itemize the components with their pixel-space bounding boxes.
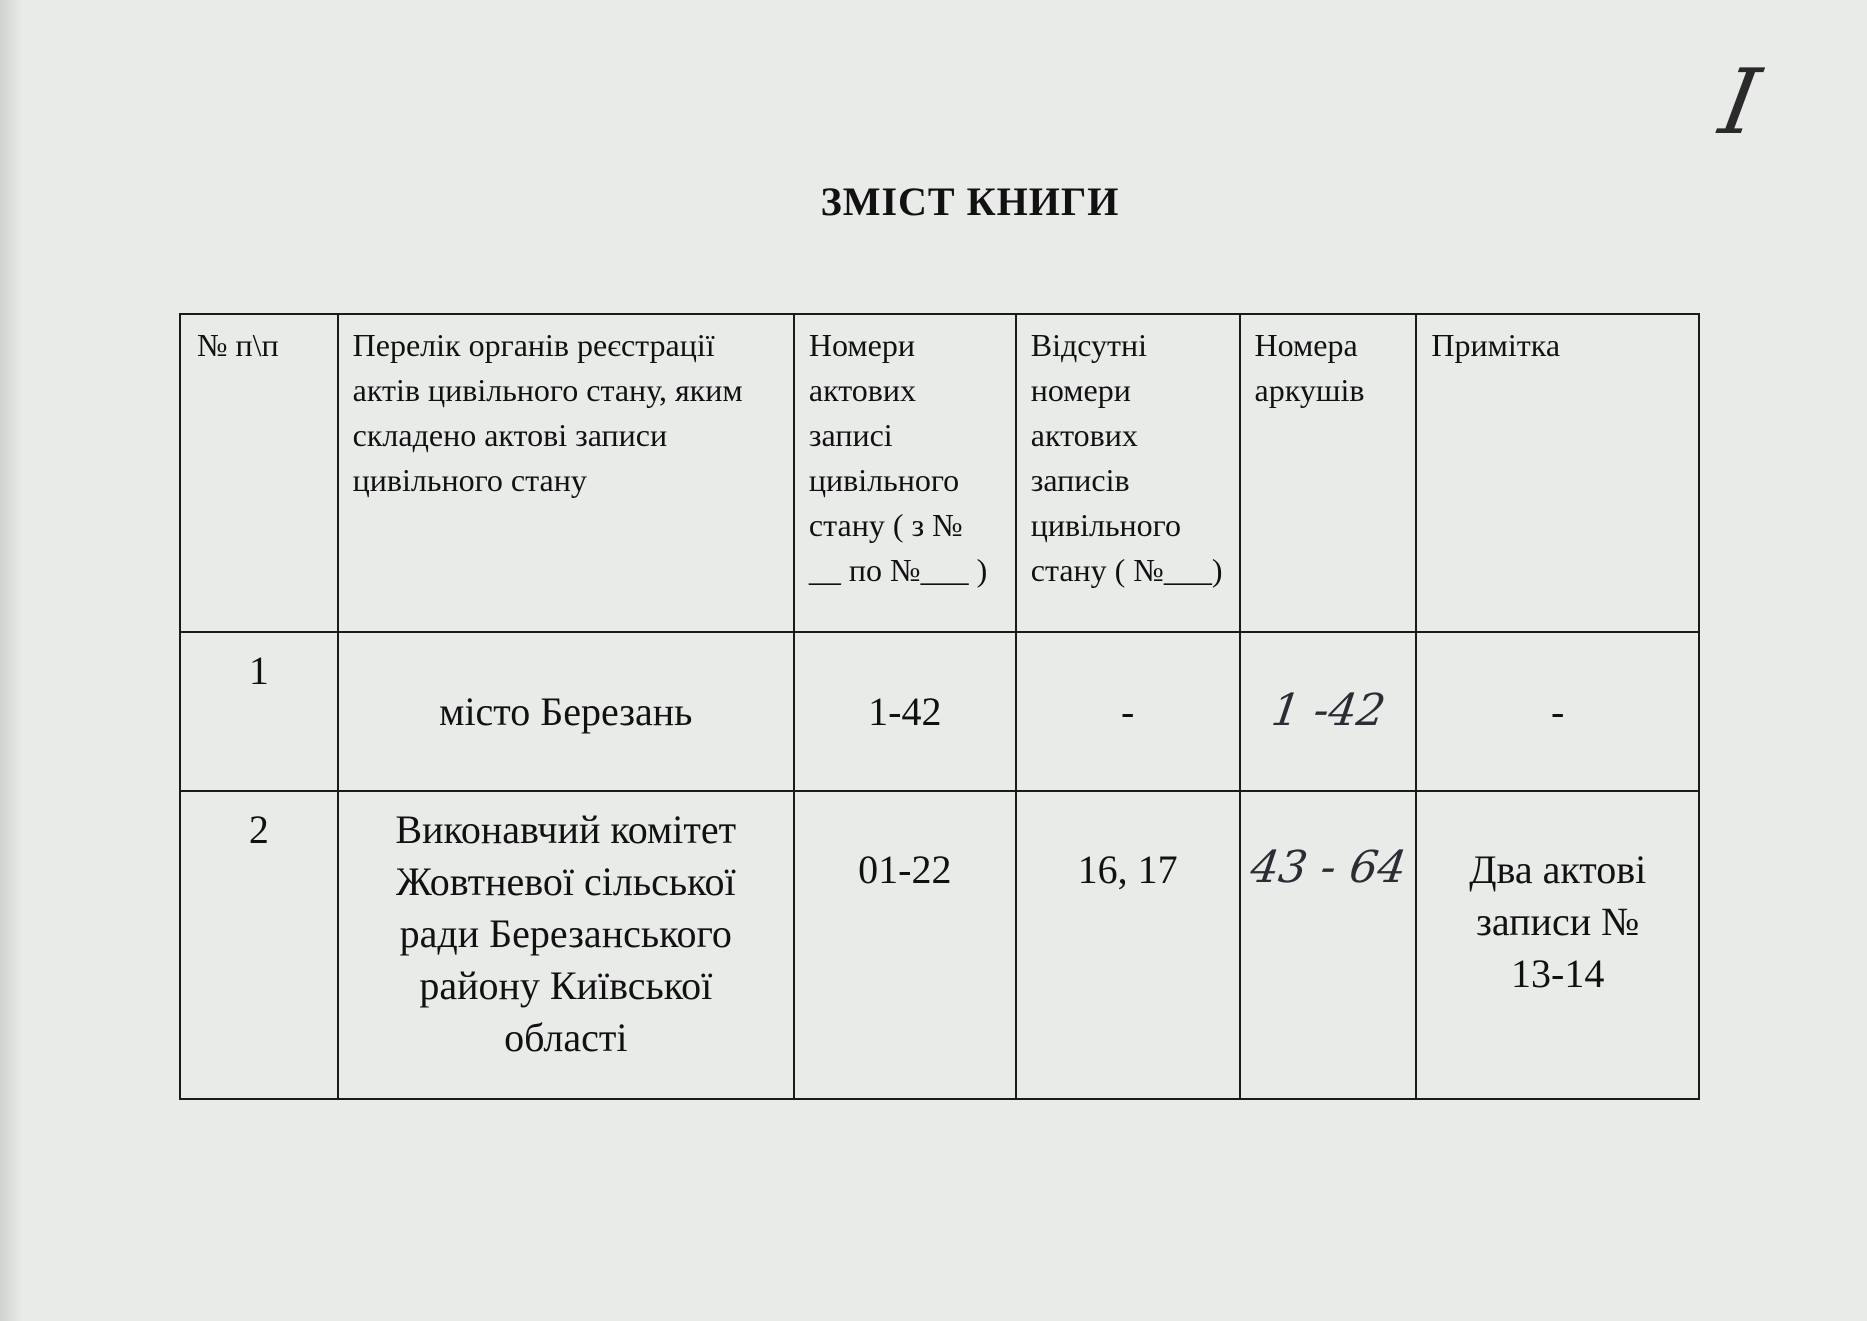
contents-table: № п\п Перелік органів реєстрації актів ц…: [179, 313, 1700, 1100]
table-row: 1 місто Березань 1-42 - 1 -42 -: [179, 631, 1700, 792]
handwritten-sheets: 43 - 64: [1247, 842, 1410, 893]
cell-note: Два актові записи № 13-14: [1415, 790, 1700, 1100]
header-missing: Відсутні номери актових записів цивільно…: [1014, 313, 1241, 633]
cell-missing: 16, 17: [1014, 790, 1241, 1100]
header-sheets: Номера аркушів: [1238, 313, 1418, 633]
table-header-row: № п\п Перелік органів реєстрації актів ц…: [179, 313, 1700, 633]
page-title: ЗМІСТ КНИГИ: [820, 179, 1120, 224]
cell-records: 01-22: [792, 790, 1017, 1100]
cell-organ: місто Березань: [336, 631, 795, 792]
table-row: 2 Виконавчий комітет Жовтневої сільської…: [179, 790, 1700, 1100]
cell-number: 2: [179, 790, 339, 1100]
handwritten-page-number: I: [1712, 50, 1767, 155]
cell-sheets: 1 -42: [1238, 631, 1418, 792]
cell-note: -: [1415, 631, 1700, 792]
header-note: Примітка: [1415, 313, 1700, 633]
cell-missing: -: [1014, 631, 1241, 792]
cell-sheets: 43 - 64: [1238, 790, 1418, 1100]
header-records: Номери актових записі цивільного стану (…: [792, 313, 1017, 633]
header-organ: Перелік органів реєстрації актів цивільн…: [336, 313, 795, 633]
cell-records: 1-42: [792, 631, 1017, 792]
cell-organ: Виконавчий комітет Жовтневої сільської р…: [336, 790, 795, 1100]
handwritten-sheets: 1 -42: [1268, 685, 1389, 736]
page-edge-shadow: [0, 0, 22, 1321]
cell-number: 1: [179, 631, 339, 792]
header-number: № п\п: [179, 313, 339, 633]
